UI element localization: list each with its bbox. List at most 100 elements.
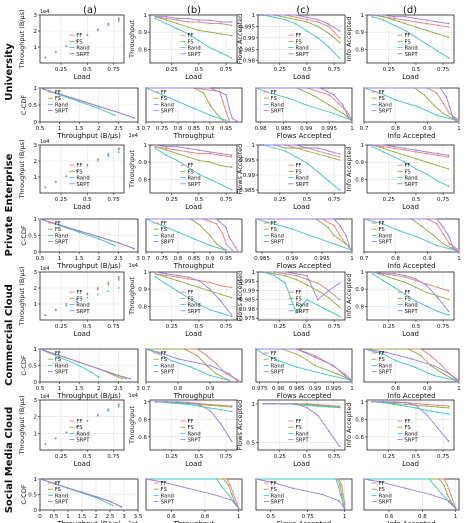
data-point xyxy=(415,21,417,23)
data-point xyxy=(447,185,450,187)
data-point xyxy=(382,144,385,146)
data-point xyxy=(317,37,319,39)
data-point xyxy=(39,87,41,89)
x-tick-label: 0.8 xyxy=(391,386,400,392)
legend-label: SRPT xyxy=(271,370,285,376)
legend-label: FF xyxy=(379,481,385,487)
series-fs xyxy=(363,348,457,382)
data-point xyxy=(295,144,297,146)
legend-label: Rand xyxy=(55,102,68,108)
data-point xyxy=(382,145,385,148)
data-point xyxy=(287,97,289,99)
legend-label: Rand xyxy=(161,233,174,239)
data-point xyxy=(230,166,233,169)
data-point xyxy=(238,379,240,382)
data-point xyxy=(78,100,80,103)
y-scale-label: 1e4 xyxy=(40,9,49,15)
column-label-d: (d) xyxy=(403,5,417,16)
data-point xyxy=(209,404,211,407)
data-point xyxy=(232,499,235,502)
legend-label: SRPT xyxy=(55,370,69,376)
x-tick-label: 0.25 xyxy=(274,67,287,73)
legend-label: FS xyxy=(295,39,301,45)
series-line xyxy=(255,87,353,121)
data-point xyxy=(309,234,311,237)
legend-label: SRPT xyxy=(295,182,309,188)
legend-label: FS xyxy=(187,296,193,302)
data-point xyxy=(154,276,157,278)
data-point xyxy=(333,218,335,220)
data-point xyxy=(305,104,308,106)
data-point xyxy=(339,234,341,237)
data-point xyxy=(393,24,396,27)
legend-label: FF xyxy=(55,351,61,357)
x-tick-label: 0.75 xyxy=(107,197,120,203)
series-line xyxy=(145,348,240,383)
column-labels: (a) (b) (c) (d) xyxy=(83,5,417,16)
data-point xyxy=(445,95,448,98)
data-point xyxy=(238,381,240,383)
data-point xyxy=(332,364,335,367)
data-point xyxy=(426,151,428,153)
x-scale-label: 1e4 xyxy=(129,263,138,269)
data-point xyxy=(335,478,337,480)
data-point xyxy=(273,273,276,275)
data-point xyxy=(121,377,124,380)
data-point xyxy=(165,401,168,403)
y-tick-label: 0.9 xyxy=(355,160,364,166)
data-point xyxy=(231,493,233,496)
data-point xyxy=(209,234,211,237)
data-point xyxy=(447,290,450,292)
x-tick-label: 0.95 xyxy=(220,256,233,262)
data-point xyxy=(209,87,211,89)
y-tick-label: 1 xyxy=(34,86,38,92)
data-point xyxy=(363,87,365,89)
data-point xyxy=(219,183,222,186)
x-tick-label: 0.9 xyxy=(423,126,432,132)
x-tick-label: 0.8 xyxy=(418,514,427,520)
x-tick-label: 1 xyxy=(457,256,461,262)
data-point xyxy=(447,57,450,59)
data-point xyxy=(436,310,439,313)
series-line xyxy=(256,478,346,509)
data-point xyxy=(333,243,335,245)
series-line xyxy=(372,144,449,156)
legend-label: FF xyxy=(295,290,301,296)
x-tick-label: 1 xyxy=(58,386,62,392)
data-point xyxy=(165,145,168,148)
x-tick-label: 0.25 xyxy=(383,454,396,460)
data-point xyxy=(338,282,341,284)
data-point xyxy=(176,290,178,292)
data-point xyxy=(415,149,417,151)
x-tick-label: 0.7 xyxy=(142,256,151,262)
series-srpt xyxy=(39,348,131,380)
data-point xyxy=(426,43,428,45)
series-line xyxy=(363,348,456,381)
y-tick-label: 2 xyxy=(34,415,38,421)
legend-label: FS xyxy=(76,169,82,175)
data-point xyxy=(327,153,330,155)
data-point xyxy=(230,406,233,408)
data-point xyxy=(317,171,319,173)
data-point xyxy=(317,304,319,307)
legend-label: FF xyxy=(271,221,277,227)
series-srpt xyxy=(371,401,450,443)
data-point xyxy=(209,178,211,181)
data-point xyxy=(448,499,450,502)
data-point xyxy=(75,298,78,301)
series-line xyxy=(155,17,232,59)
y-axis-label: C-CDF xyxy=(20,484,28,504)
data-point xyxy=(165,15,168,18)
legend-label: Rand xyxy=(187,303,200,309)
series-line xyxy=(263,144,340,191)
data-point xyxy=(363,348,365,350)
data-point xyxy=(284,282,287,284)
data-point xyxy=(295,348,298,350)
data-point xyxy=(321,493,324,496)
legend-label: FF xyxy=(55,481,61,487)
data-point xyxy=(107,152,110,155)
data-point xyxy=(225,243,227,245)
